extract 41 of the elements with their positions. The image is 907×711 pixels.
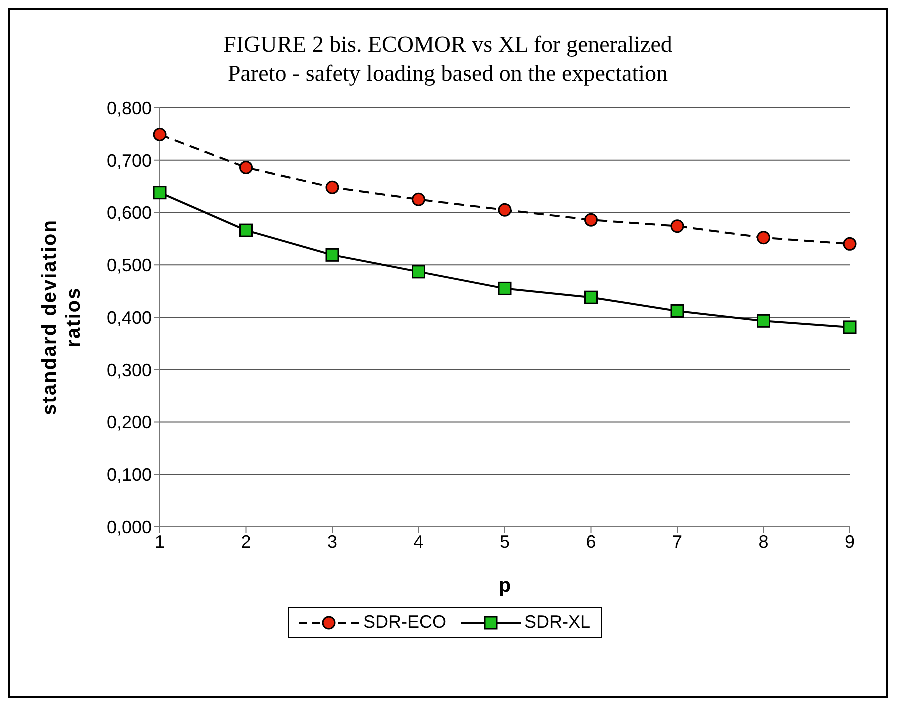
point (326, 180, 340, 194)
x-tick-label: 8 (758, 532, 769, 552)
point (153, 128, 167, 142)
x-tick-label: 7 (672, 532, 683, 552)
point (240, 160, 253, 174)
x-tick-label: 5 (500, 532, 510, 552)
chart-title: FIGURE 2 bis. ECOMOR vs XL for generalized Pareto - safety loading based on the expectation (222, 31, 674, 88)
point (670, 220, 684, 234)
x-axis-title: p (498, 575, 512, 597)
point (240, 224, 253, 238)
legend-label: SDR-XL (524, 612, 591, 633)
y-tick-label: 0,500 (106, 256, 152, 276)
y-tick-label: 0,200 (106, 412, 152, 433)
point (843, 320, 857, 334)
y-tick-label: 0,800 (106, 98, 152, 118)
point (412, 265, 426, 279)
point (153, 186, 167, 200)
point (498, 282, 512, 296)
y-tick-label: 0,700 (106, 150, 152, 171)
y-tick-label: 0,000 (106, 517, 152, 538)
point (757, 231, 770, 245)
point (584, 290, 598, 304)
point (584, 213, 598, 227)
point (498, 203, 512, 217)
y-tick-label: 0,600 (106, 203, 152, 224)
point (326, 248, 340, 262)
legend-label: SDR-ECO (362, 612, 446, 633)
x-tick-label: 1 (154, 532, 166, 552)
x-tick-label: 6 (586, 532, 596, 552)
point (412, 192, 426, 206)
y-axis-title: standard deviation ratios (39, 220, 85, 416)
x-tick-label: 3 (327, 532, 338, 552)
x-tick-label: 9 (844, 532, 856, 552)
point (670, 304, 684, 318)
y-tick-label: 0,400 (106, 308, 152, 328)
y-tick-label: 0,100 (106, 465, 152, 486)
x-tick-label: 4 (414, 532, 424, 552)
point (843, 237, 857, 251)
point (757, 314, 770, 328)
x-tick-label: 2 (241, 532, 252, 552)
y-tick-label: 0,300 (106, 360, 152, 380)
